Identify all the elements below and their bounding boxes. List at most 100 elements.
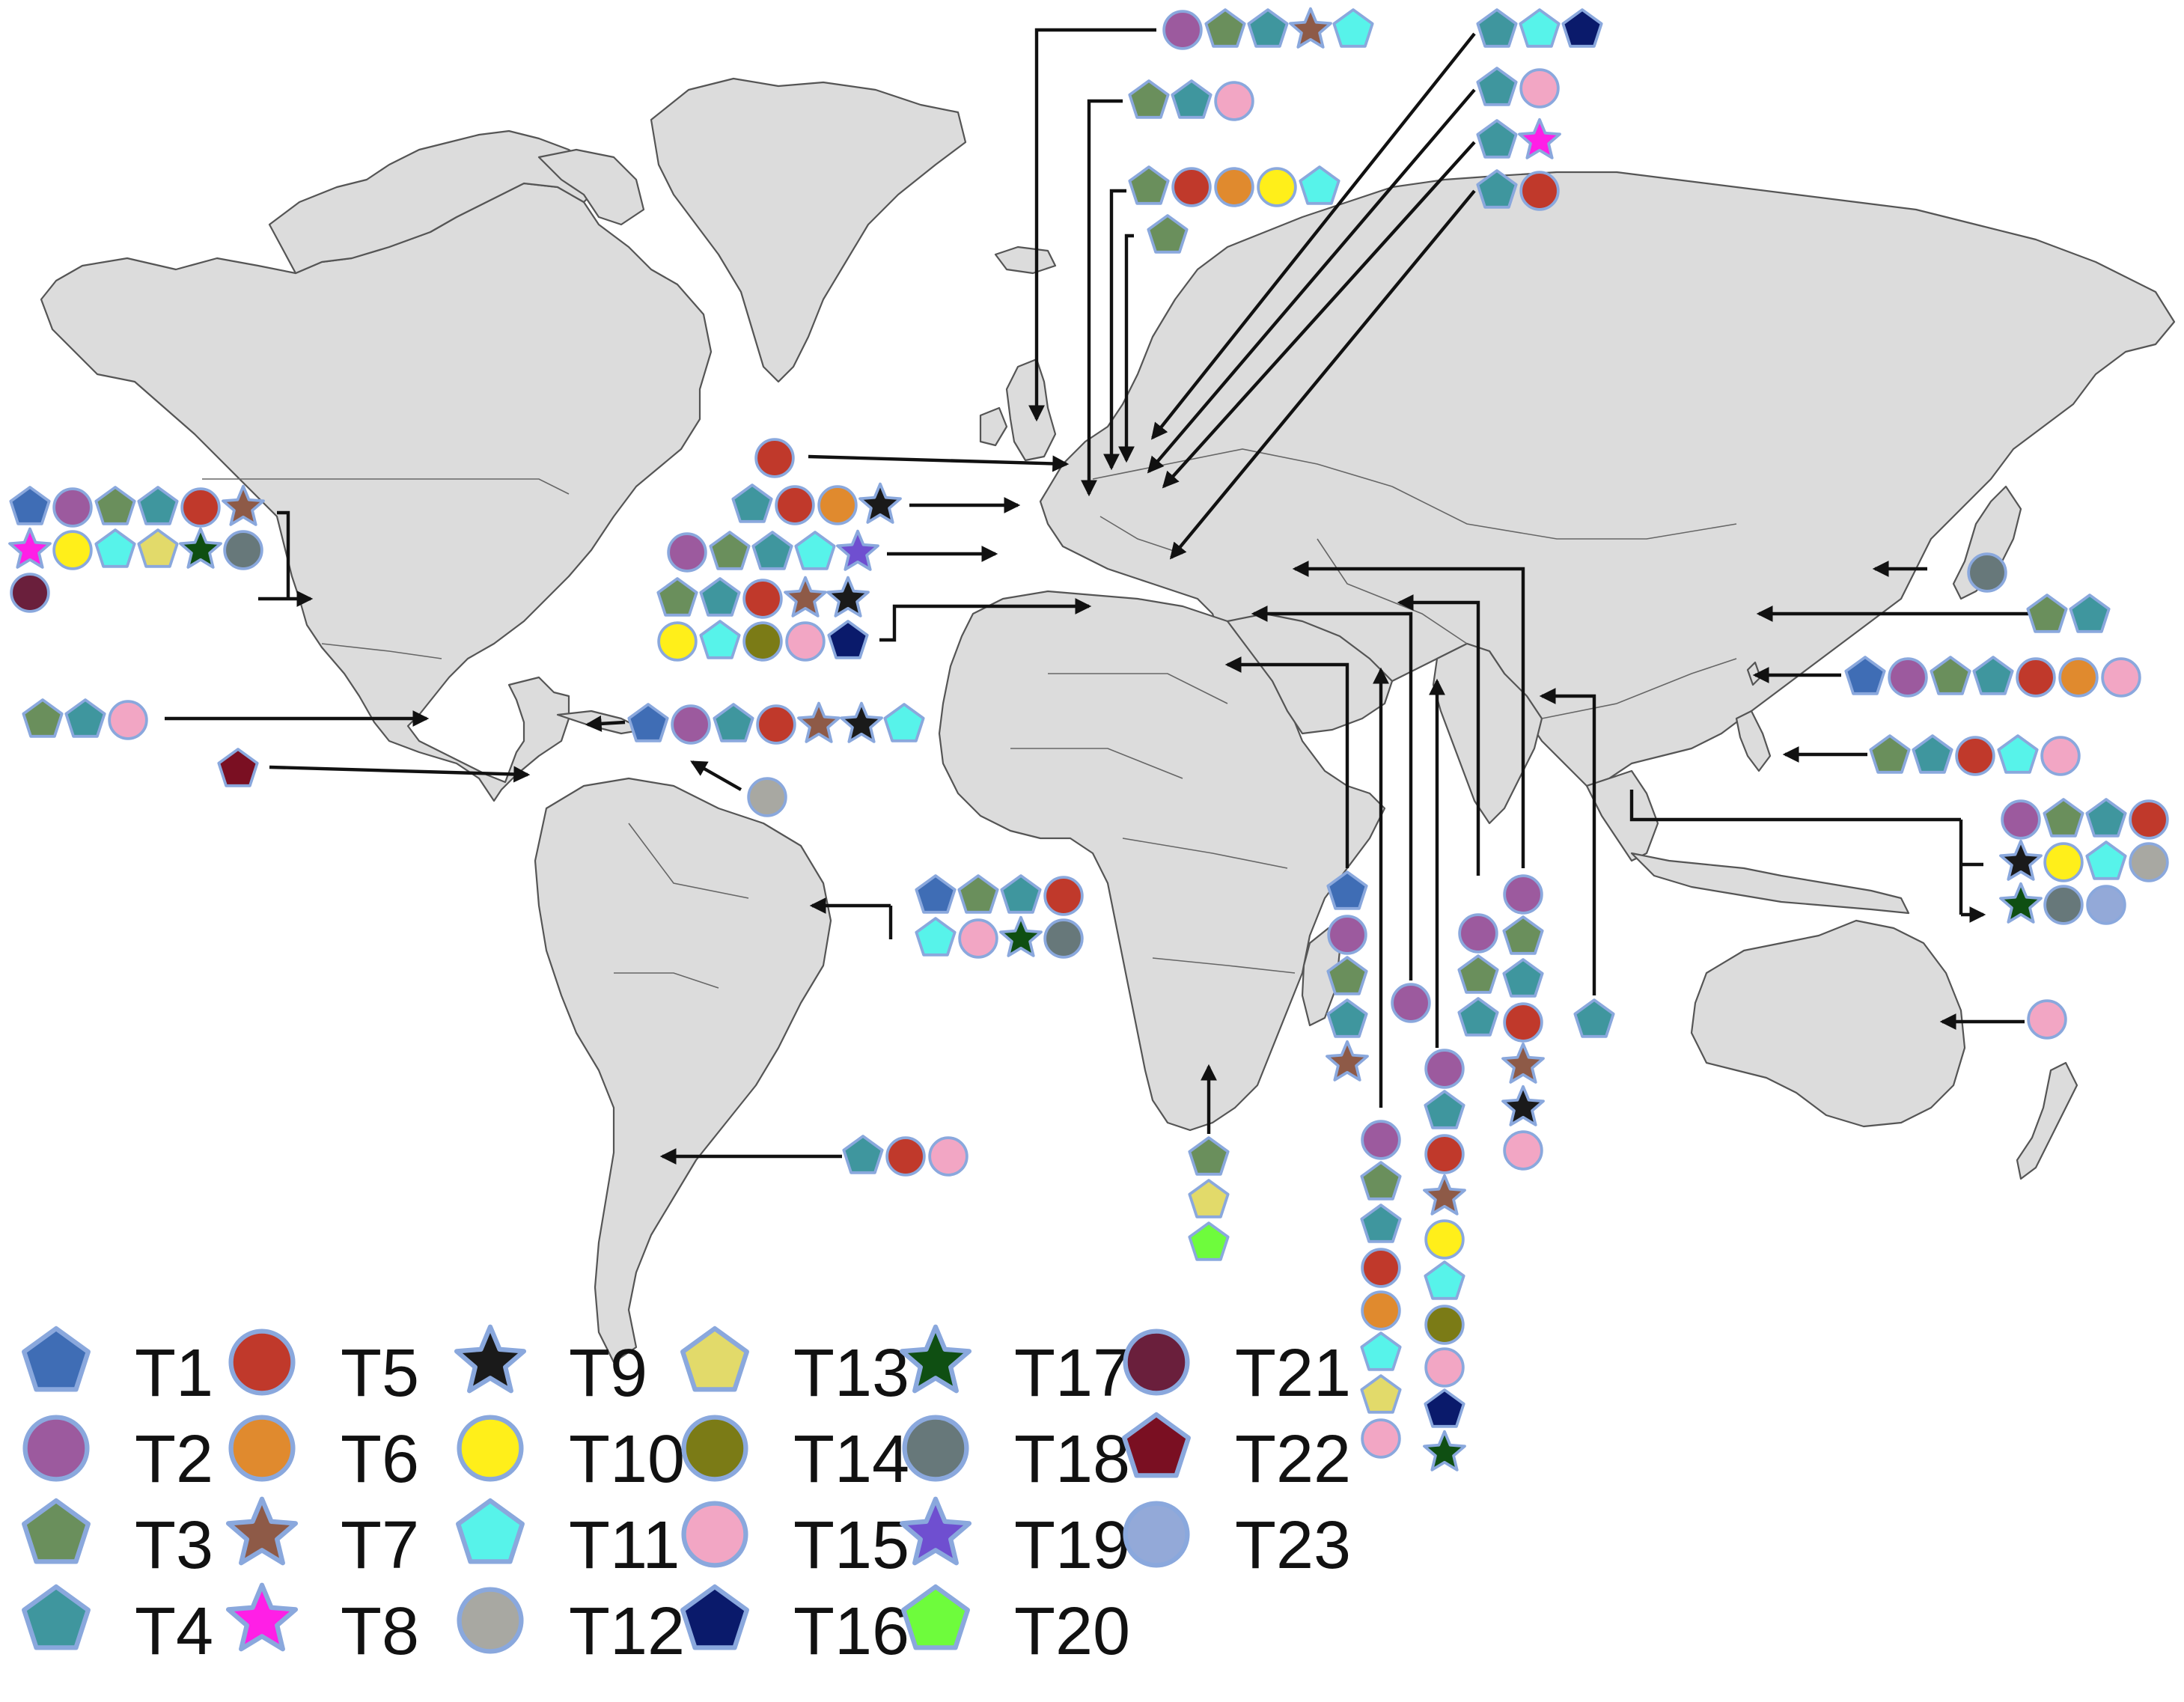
t4-symbol-southeast-asia (2085, 798, 2127, 838)
t11-symbol-united-kingdom (1332, 8, 1374, 48)
new-zealand-land (2016, 1061, 2078, 1180)
south-america-land (534, 777, 832, 1364)
t2-symbol-turkey (1503, 874, 1543, 915)
t15-symbol-argentina (928, 1136, 969, 1177)
t5-symbol-brazil (1043, 876, 1084, 916)
t13-symbol-usa (137, 528, 179, 568)
ireland-land (979, 406, 1008, 447)
legend-item-t6: T6 (228, 1415, 419, 1497)
arrow-russia (1150, 32, 1476, 440)
symbol-group-japan (1967, 552, 2007, 593)
t15-symbol-legend (681, 1501, 748, 1568)
t4-symbol-legend (22, 1584, 91, 1650)
legend-item-t14: T14 (681, 1415, 909, 1497)
legend-label-t10: T10 (569, 1422, 685, 1497)
t22-symbol-legend (1122, 1412, 1191, 1478)
t15-symbol-australia (2027, 999, 2067, 1040)
t2-symbol-cuba (671, 704, 711, 745)
t3-symbol-turkey (1502, 915, 1544, 955)
symbol-group-china (2026, 594, 2111, 633)
arrow-sweden (1118, 234, 1135, 463)
t2-symbol-united-kingdom (1162, 10, 1203, 50)
symbol-group-netherlands (754, 438, 795, 478)
t18-symbol-japan (1967, 552, 2007, 593)
t10-symbol-legend (457, 1415, 524, 1482)
t8-symbol-czechia (1518, 118, 1561, 159)
legend-item-t16: T16 (680, 1584, 909, 1669)
landmasses (40, 77, 2176, 1364)
t5-symbol-southeast-asia (2129, 799, 2169, 840)
t11-symbol-southeast-asia (2085, 841, 2127, 880)
arrow-hungary (1169, 189, 1476, 560)
t9-symbol-southeast-asia (1999, 839, 2043, 881)
t3-symbol-sweden (1147, 214, 1189, 254)
t16-symbol-legend (680, 1584, 749, 1650)
symbol-group-hungary (1476, 169, 1560, 211)
legend-item-t4: T4 (22, 1584, 213, 1669)
legend-label-t15: T15 (793, 1508, 909, 1583)
t17-symbol-usa (179, 527, 222, 569)
t13-symbol-south-africa (1188, 1179, 1230, 1218)
arrow-pakistan (1397, 594, 1480, 876)
t1-symbol-brazil (915, 874, 957, 914)
t5-symbol-philippines (1955, 736, 1995, 776)
t5-symbol-hungary (1519, 171, 1560, 211)
t3-symbol-taiwan (1930, 656, 1971, 695)
t3-symbol-iran (1360, 1161, 1402, 1201)
symbol-group-colombia (217, 748, 259, 787)
t3-symbol-united-kingdom (1204, 8, 1246, 48)
t9-symbol-cuba (840, 701, 883, 743)
arrow-caribbean (690, 760, 742, 791)
t5-symbol-argentina (885, 1136, 926, 1177)
t5-symbol-cuba (756, 704, 796, 745)
legend-label-t2: T2 (135, 1422, 213, 1497)
t4-symbol-brazil (1000, 874, 1042, 914)
indonesia-land (1630, 852, 1910, 915)
legend-label-t16: T16 (793, 1594, 909, 1669)
t4-symbol-argentina (842, 1135, 884, 1174)
t11-symbol-cuba (883, 703, 925, 742)
t17-symbol-legend (899, 1324, 972, 1394)
t7-symbol-usa (222, 484, 265, 526)
t15-symbol-poland (1519, 68, 1560, 109)
t3-symbol-denmark-germany (1128, 165, 1170, 205)
t3-symbol-pakistan (1457, 954, 1499, 994)
legend-item-t18: T18 (902, 1415, 1130, 1497)
legend-label-t23: T23 (1235, 1508, 1351, 1583)
symbol-group-iran (1360, 1120, 1402, 1459)
t4-symbol-mexico (64, 698, 106, 738)
t4-symbol-pakistan (1457, 997, 1499, 1037)
t10-symbol-denmark-germany (1257, 167, 1297, 207)
t18-symbol-southeast-asia (2043, 885, 2084, 925)
symbol-group-usa (8, 484, 265, 613)
t5-symbol-iraq (1424, 1134, 1465, 1174)
symbol-group-philippines (1869, 734, 2081, 776)
symbol-group-cuba (627, 701, 925, 745)
legend-item-t1: T1 (22, 1326, 213, 1411)
t8-symbol-usa (8, 527, 52, 569)
t2-symbol-usa (52, 487, 93, 528)
t5-symbol-denmark-germany (1171, 167, 1212, 207)
t5-symbol-legend (228, 1329, 296, 1396)
t3-symbol-brazil (957, 874, 999, 914)
t3-symbol-italy (656, 577, 698, 617)
t3-symbol-south-africa (1188, 1136, 1230, 1176)
arrow-southeast-asia (1629, 790, 1983, 915)
t1-symbol-taiwan (1844, 656, 1886, 695)
symbol-group-czechia (1476, 118, 1561, 159)
symbol-group-south-africa (1188, 1136, 1230, 1261)
t7-symbol-united-kingdom (1289, 7, 1332, 49)
southeast-asia-land (1585, 769, 1659, 862)
t3-symbol-egypt (1326, 956, 1368, 995)
t11-symbol-denmark-germany (1299, 165, 1340, 205)
legend-item-t3: T3 (22, 1498, 213, 1583)
t10-symbol-iraq (1424, 1219, 1465, 1260)
t3-symbol-southeast-asia (2043, 798, 2084, 838)
iceland (994, 245, 1057, 275)
t10-symbol-southeast-asia (2043, 842, 2084, 882)
t15-symbol-taiwan (2101, 657, 2141, 698)
symbol-group-argentina (842, 1135, 969, 1177)
arrow-brazil (812, 906, 893, 939)
legend-item-t10: T10 (457, 1415, 685, 1497)
country-borders (202, 448, 1737, 989)
